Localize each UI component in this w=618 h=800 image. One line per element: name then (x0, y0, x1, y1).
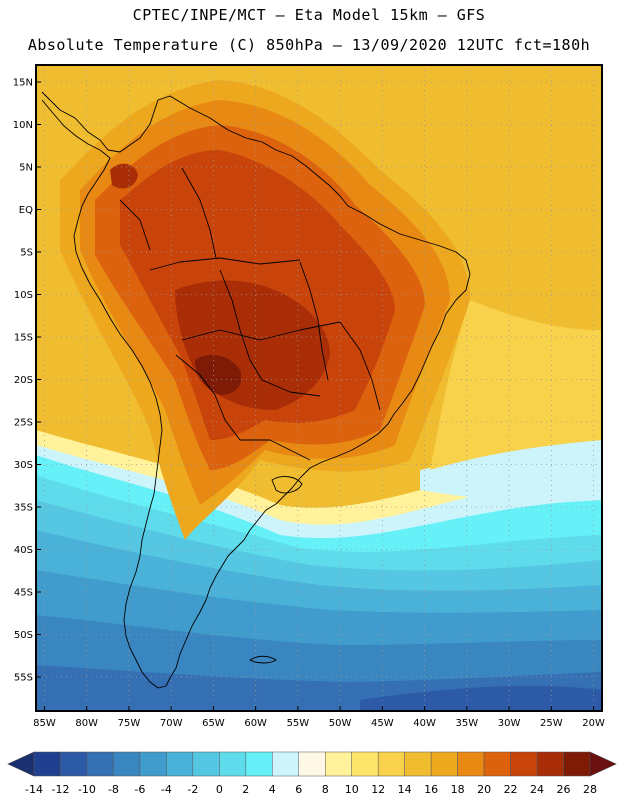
longitude-labels: 85W 80W 75W 70W 65W 60W 55W 50W 45W 40W 35W 30W 25W 2… (33, 706, 605, 729)
colorbar-label: -4 (161, 783, 172, 796)
colorbar-label: 28 (583, 783, 597, 796)
longitude-label: 35W (456, 718, 479, 729)
longitude-label: 60W (244, 718, 267, 729)
temperature-colorbar: -14 -12 -10 -8 -6 -4 -2 0 2 4 6 8 10 12 14 16 18 20 22 24 26… (7, 751, 617, 796)
colorbar-swatch (404, 751, 432, 777)
latitude-label: 40S (14, 545, 33, 556)
colorbar-label: 2 (242, 783, 249, 796)
longitude-label: 50W (329, 718, 352, 729)
longitude-label: 55W (287, 718, 310, 729)
colorbar-label: 0 (216, 783, 223, 796)
temperature-field (36, 65, 602, 711)
latitude-label: 35S (14, 503, 33, 514)
colorbar-swatch (86, 751, 114, 777)
colorbar-label: -10 (78, 783, 96, 796)
colorbar-label: 22 (504, 783, 518, 796)
map-title-line-2: Absolute Temperature (C) 850hPa — 13/09/… (27, 36, 591, 54)
latitude-label: 20S (14, 375, 33, 386)
colorbar-swatch (430, 751, 458, 777)
colorbar-label: 16 (424, 783, 438, 796)
colorbar-swatch (298, 751, 326, 777)
latitude-label: 5S (20, 248, 33, 259)
longitude-label: 40W (413, 718, 436, 729)
colorbar-swatch (377, 751, 405, 777)
colorbar-label: 12 (371, 783, 385, 796)
colorbar-swatch (510, 751, 538, 777)
colorbar-swatch (113, 751, 141, 777)
colorbar-label: -8 (108, 783, 119, 796)
latitude-label: 50S (14, 630, 33, 641)
colorbar-label: 8 (322, 783, 329, 796)
latitude-label: 10S (14, 290, 33, 301)
colorbar-swatch (245, 751, 273, 777)
longitude-label: 45W (371, 718, 394, 729)
longitude-label: 25W (540, 718, 563, 729)
colorbar-label: -12 (51, 783, 69, 796)
colorbar-swatch (483, 751, 511, 777)
latitude-label: 10N (13, 120, 33, 131)
colorbar-label: 14 (398, 783, 412, 796)
colorbar-swatch (139, 751, 167, 777)
colorbar-label: 6 (295, 783, 302, 796)
colorbar-label: 4 (269, 783, 276, 796)
latitude-label: EQ (19, 205, 33, 216)
colorbar-swatch (272, 751, 300, 777)
colorbar-swatch (457, 751, 485, 777)
longitude-label: 75W (118, 718, 141, 729)
colorbar-label: -2 (187, 783, 198, 796)
latitude-label: 30S (14, 460, 33, 471)
colorbar-swatch (192, 751, 220, 777)
colorbar-under-arrow (7, 751, 35, 777)
longitude-label: 70W (160, 718, 183, 729)
map-title-line-1: CPTEC/INPE/MCT — Eta Model 15km — GFS (132, 6, 486, 24)
latitude-label: 15S (14, 333, 33, 344)
longitude-label: 65W (202, 718, 225, 729)
colorbar-swatch (563, 751, 591, 777)
longitude-label: 80W (75, 718, 98, 729)
colorbar-label: -6 (134, 783, 145, 796)
coastlines-and-borders (41, 91, 471, 689)
colorbar-swatch (166, 751, 194, 777)
latitude-label: 15N (13, 78, 33, 89)
longitude-label: 20W (582, 718, 605, 729)
colorbar-over-arrow (589, 751, 617, 777)
colorbar-label: 26 (557, 783, 571, 796)
colorbar-swatch (60, 751, 88, 777)
colorbar-swatch (536, 751, 564, 777)
colorbar-label: -14 (25, 783, 43, 796)
latitude-label: 55S (14, 673, 33, 684)
latitude-label: 45S (14, 588, 33, 599)
latitude-label: 5N (19, 163, 33, 174)
colorbar-label: 24 (530, 783, 544, 796)
colorbar-label: 18 (451, 783, 465, 796)
colorbar-swatch (324, 751, 352, 777)
colorbar-label: 10 (345, 783, 359, 796)
longitude-label: 85W (33, 718, 56, 729)
colorbar-swatch (219, 751, 247, 777)
latitude-label: 25S (14, 418, 33, 429)
colorbar-swatch (351, 751, 379, 777)
map-frame (35, 64, 603, 712)
colorbar-swatch (33, 751, 61, 777)
longitude-label: 30W (498, 718, 521, 729)
latitude-labels: 15N 10N 5N EQ 5S 10S 15S 20S 25S 30S 35S 40S 45S 50S 5… (13, 78, 41, 684)
colorbar-label: 20 (477, 783, 491, 796)
